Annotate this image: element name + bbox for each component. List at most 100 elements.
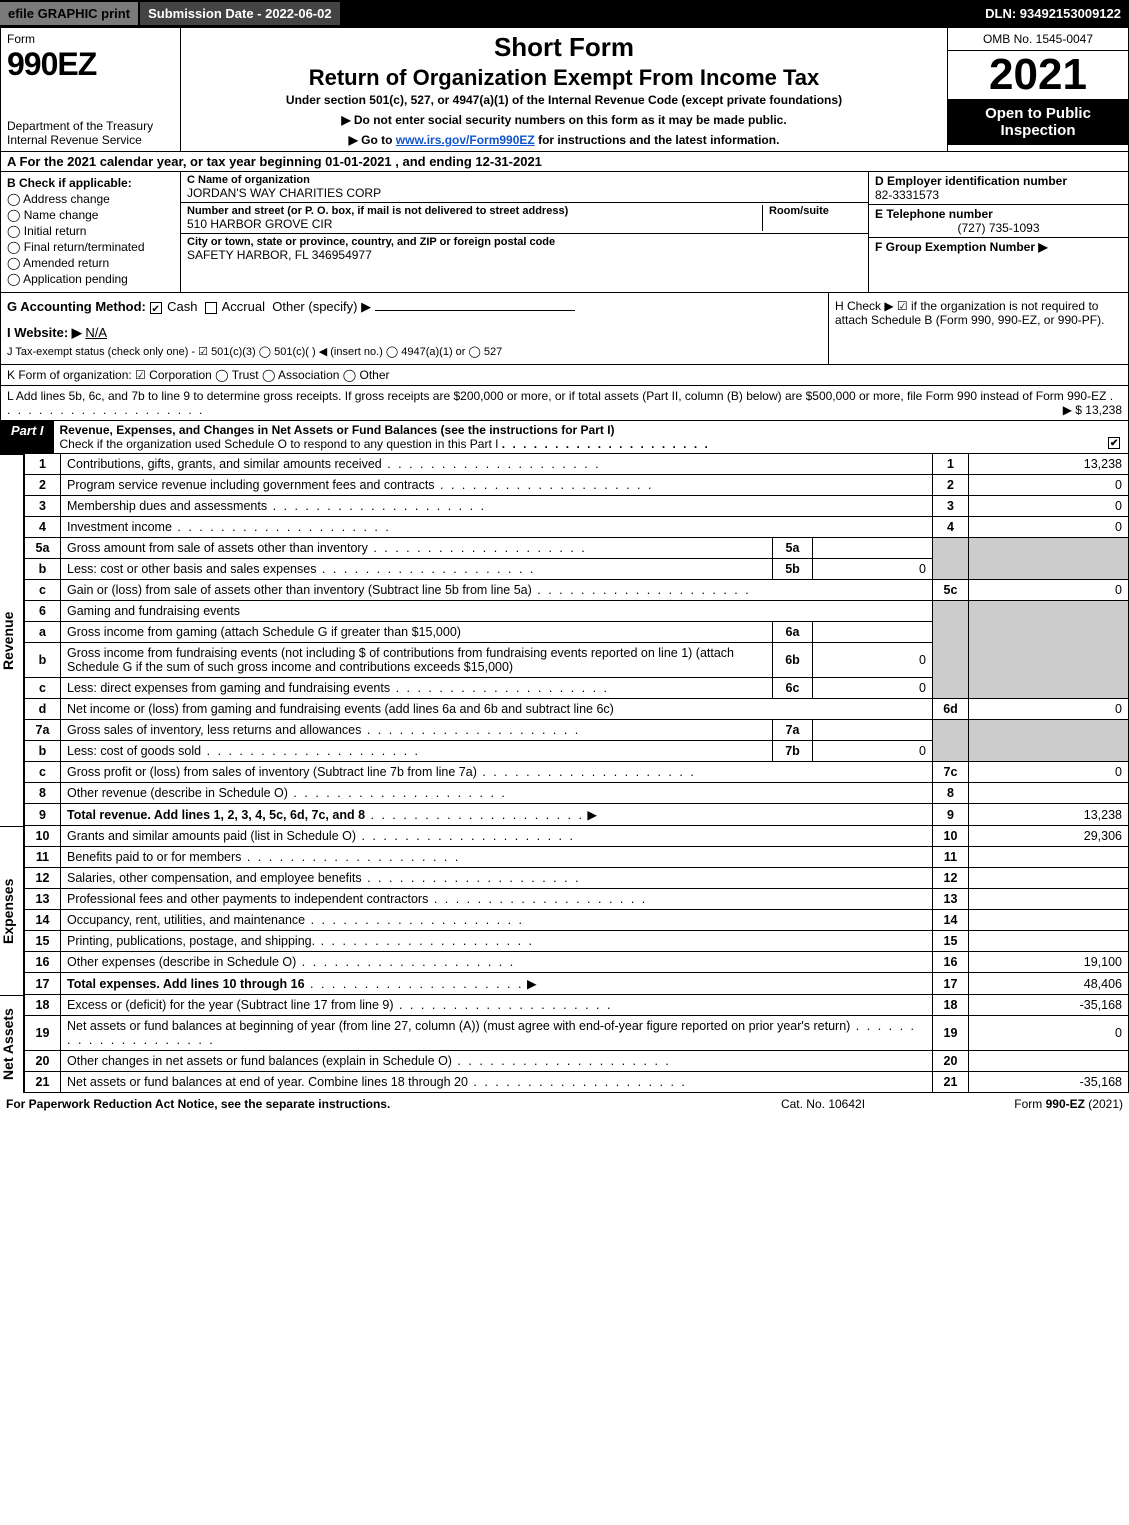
revenue-section: Revenue 1Contributions, gifts, grants, a…	[0, 454, 1129, 826]
footer-mid: Cat. No. 10642I	[723, 1097, 923, 1111]
directive-2-post: for instructions and the latest informat…	[538, 133, 779, 147]
netassets-section: Net Assets 18Excess or (deficit) for the…	[0, 995, 1129, 1093]
chk-final-return[interactable]: ◯ Final return/terminated	[7, 240, 174, 254]
department: Department of the Treasury Internal Reve…	[7, 119, 174, 147]
line-6: 6Gaming and fundraising events	[25, 601, 1129, 622]
room-label: Room/suite	[769, 205, 862, 217]
name-label: C Name of organization	[187, 174, 862, 186]
section-a: A For the 2021 calendar year, or tax yea…	[0, 152, 1129, 172]
line-10: 10Grants and similar amounts paid (list …	[25, 826, 1129, 847]
row-gh: G Accounting Method: Cash Accrual Other …	[0, 293, 1129, 365]
footer-right: Form 990-EZ (2021)	[923, 1097, 1123, 1111]
website-label: I Website: ▶	[7, 325, 82, 340]
phone-value: (727) 735-1093	[875, 221, 1122, 235]
line-18: 18Excess or (deficit) for the year (Subt…	[25, 995, 1129, 1016]
submission-date: Submission Date - 2022-06-02	[138, 0, 342, 27]
netassets-label: Net Assets	[0, 995, 24, 1093]
line-4: 4Investment income40	[25, 517, 1129, 538]
line-14: 14Occupancy, rent, utilities, and mainte…	[25, 910, 1129, 931]
header-right: OMB No. 1545-0047 2021 Open to Public In…	[948, 28, 1128, 151]
footer-left: For Paperwork Reduction Act Notice, see …	[6, 1097, 723, 1111]
line-7a: 7aGross sales of inventory, less returns…	[25, 720, 1129, 741]
line-3: 3Membership dues and assessments30	[25, 496, 1129, 517]
chk-address-change[interactable]: ◯ Address change	[7, 192, 174, 206]
city: SAFETY HARBOR, FL 346954977	[187, 248, 862, 262]
expenses-label: Expenses	[0, 826, 24, 995]
chk-name-change[interactable]: ◯ Name change	[7, 208, 174, 222]
line-21: 21Net assets or fund balances at end of …	[25, 1072, 1129, 1093]
chk-schedule-o[interactable]	[1108, 437, 1120, 449]
omb-number: OMB No. 1545-0047	[948, 28, 1128, 51]
website-value: N/A	[85, 325, 107, 340]
line-17: 17Total expenses. Add lines 10 through 1…	[25, 973, 1129, 995]
org-name: JORDAN'S WAY CHARITIES CORP	[187, 186, 862, 200]
ein-value: 82-3331573	[875, 188, 1122, 202]
directive-2-pre: ▶ Go to	[349, 133, 396, 147]
line-5c: cGain or (loss) from sale of assets othe…	[25, 580, 1129, 601]
directive-1: ▶ Do not enter social security numbers o…	[187, 113, 941, 127]
line-13: 13Professional fees and other payments t…	[25, 889, 1129, 910]
line-9: 9Total revenue. Add lines 1, 2, 3, 4, 5c…	[25, 804, 1129, 826]
row-k: K Form of organization: ☑ Corporation ◯ …	[0, 365, 1129, 386]
netassets-table: 18Excess or (deficit) for the year (Subt…	[24, 995, 1129, 1093]
line-7c: cGross profit or (loss) from sales of in…	[25, 762, 1129, 783]
col-b: B Check if applicable: ◯ Address change …	[1, 172, 181, 292]
line-19: 19Net assets or fund balances at beginni…	[25, 1016, 1129, 1051]
form-header: Form 990EZ Department of the Treasury In…	[0, 27, 1129, 152]
tax-year: 2021	[948, 51, 1128, 99]
row-h: H Check ▶ ☑ if the organization is not r…	[828, 293, 1128, 364]
line-8: 8Other revenue (describe in Schedule O)8	[25, 783, 1129, 804]
part-1-header: Part I Revenue, Expenses, and Changes in…	[0, 421, 1129, 454]
col-de: D Employer identification number 82-3331…	[868, 172, 1128, 292]
row-l: L Add lines 5b, 6c, and 7b to line 9 to …	[0, 386, 1129, 421]
footer: For Paperwork Reduction Act Notice, see …	[0, 1093, 1129, 1115]
col-b-title: B Check if applicable:	[7, 176, 174, 190]
line-11: 11Benefits paid to or for members11	[25, 847, 1129, 868]
street-label: Number and street (or P. O. box, if mail…	[187, 205, 762, 217]
line-12: 12Salaries, other compensation, and empl…	[25, 868, 1129, 889]
line-6d: dNet income or (loss) from gaming and fu…	[25, 699, 1129, 720]
group-exemption-label: F Group Exemption Number ▶	[875, 240, 1122, 254]
line-2: 2Program service revenue including gover…	[25, 475, 1129, 496]
line-1: 1Contributions, gifts, grants, and simil…	[25, 454, 1129, 475]
form-number: 990EZ	[7, 46, 174, 83]
part-1-check-o: Check if the organization used Schedule …	[60, 437, 499, 451]
revenue-label: Revenue	[0, 454, 24, 826]
col-c: C Name of organization JORDAN'S WAY CHAR…	[181, 172, 868, 292]
city-label: City or town, state or province, country…	[187, 236, 862, 248]
row-g: G Accounting Method: Cash Accrual Other …	[1, 293, 828, 364]
dln: DLN: 93492153009122	[977, 2, 1129, 25]
header-center: Short Form Return of Organization Exempt…	[181, 28, 948, 151]
street: 510 HARBOR GROVE CIR	[187, 217, 762, 231]
expenses-table: 10Grants and similar amounts paid (list …	[24, 826, 1129, 995]
line-16: 16Other expenses (describe in Schedule O…	[25, 952, 1129, 973]
efile-label: efile GRAPHIC print	[0, 2, 138, 25]
line-5a: 5aGross amount from sale of assets other…	[25, 538, 1129, 559]
directive-2: ▶ Go to www.irs.gov/Form990EZ for instru…	[187, 133, 941, 147]
accounting-method-label: G Accounting Method:	[7, 299, 146, 314]
header-left: Form 990EZ Department of the Treasury In…	[1, 28, 181, 151]
short-form-title: Short Form	[187, 32, 941, 63]
return-title: Return of Organization Exempt From Incom…	[187, 65, 941, 91]
row-j: J Tax-exempt status (check only one) - ☑…	[7, 345, 822, 358]
chk-initial-return[interactable]: ◯ Initial return	[7, 224, 174, 238]
row-l-amount: ▶ $ 13,238	[1063, 403, 1122, 417]
phone-label: E Telephone number	[875, 207, 1122, 221]
irs-link[interactable]: www.irs.gov/Form990EZ	[396, 133, 535, 147]
subtitle: Under section 501(c), 527, or 4947(a)(1)…	[187, 93, 941, 107]
open-to-public: Open to Public Inspection	[948, 99, 1128, 145]
row-l-text: L Add lines 5b, 6c, and 7b to line 9 to …	[7, 389, 1106, 403]
chk-amended-return[interactable]: ◯ Amended return	[7, 256, 174, 270]
part-1-label: Part I	[1, 421, 54, 453]
line-15: 15Printing, publications, postage, and s…	[25, 931, 1129, 952]
chk-cash[interactable]	[150, 302, 162, 314]
part-1-title: Revenue, Expenses, and Changes in Net As…	[54, 421, 1128, 453]
other-specify[interactable]	[375, 310, 575, 311]
top-bar: efile GRAPHIC print Submission Date - 20…	[0, 0, 1129, 27]
expenses-section: Expenses 10Grants and similar amounts pa…	[0, 826, 1129, 995]
chk-accrual[interactable]	[205, 302, 217, 314]
info-grid: B Check if applicable: ◯ Address change …	[0, 172, 1129, 293]
form-label: Form	[7, 32, 174, 46]
chk-application-pending[interactable]: ◯ Application pending	[7, 272, 174, 286]
ein-label: D Employer identification number	[875, 174, 1122, 188]
